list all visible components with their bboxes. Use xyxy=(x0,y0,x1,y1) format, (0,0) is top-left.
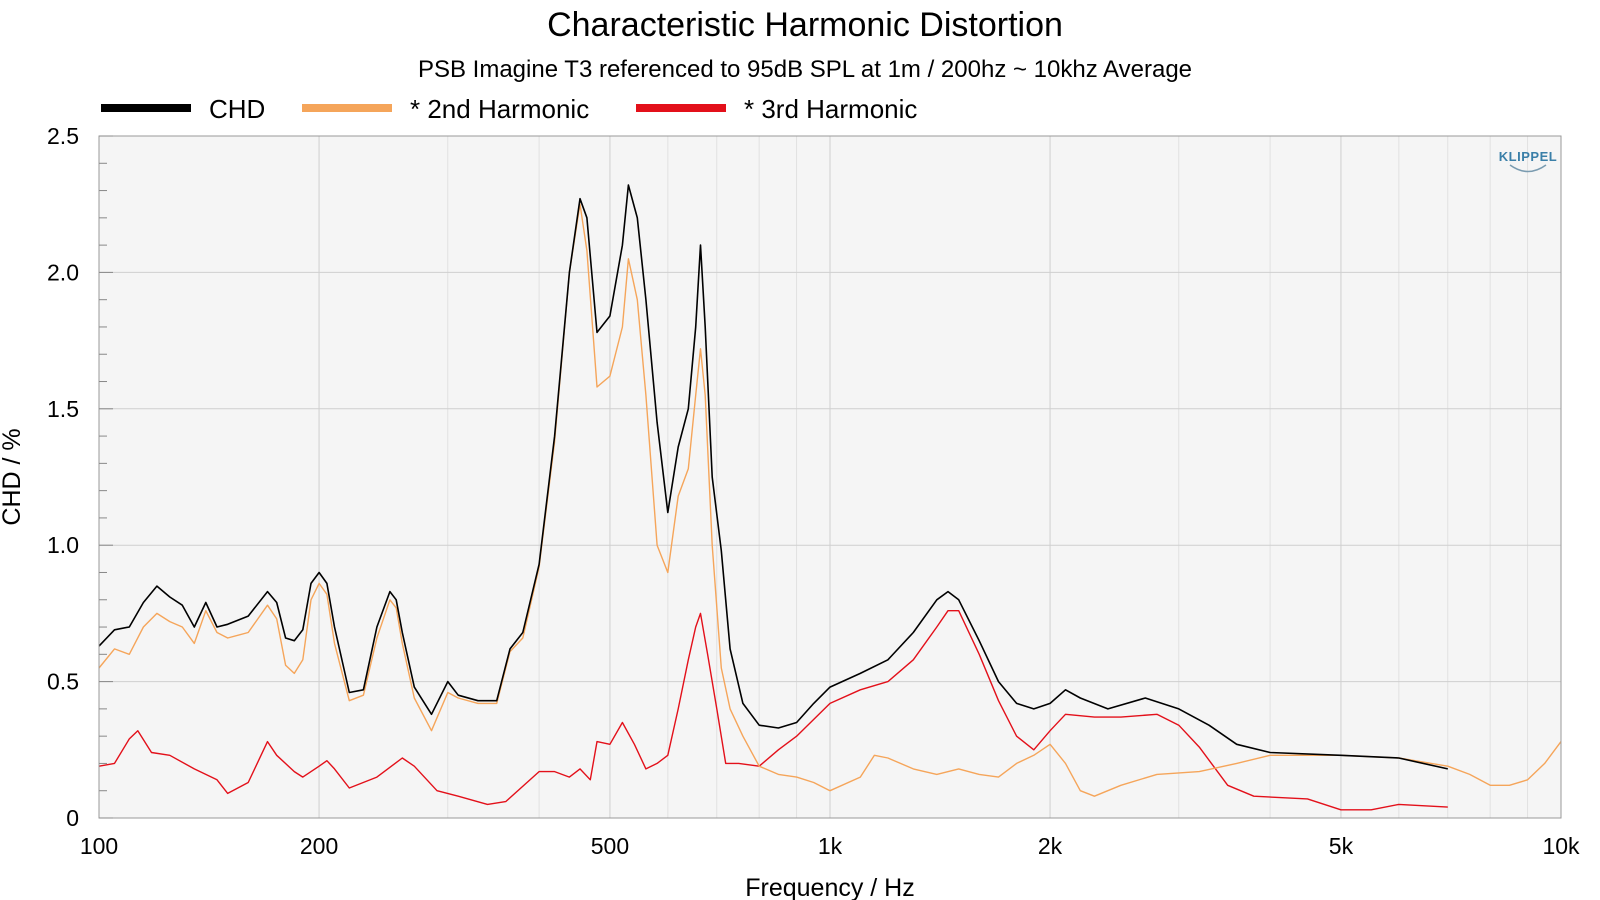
logo-text: KLIPPEL xyxy=(1499,149,1557,164)
x-tick-label: 5k xyxy=(1329,833,1354,859)
y-tick-label: 1.5 xyxy=(47,396,79,422)
series-line-chd xyxy=(98,184,1448,770)
klippel-logo: KLIPPEL xyxy=(1499,149,1557,173)
series-line-3rd-harmonic xyxy=(98,610,1448,811)
legend-entry: * 2nd Harmonic xyxy=(302,94,589,124)
x-tick-label: 10k xyxy=(1542,833,1580,859)
grid-lines xyxy=(99,136,1561,818)
y-tick-label: 2.5 xyxy=(47,123,79,149)
series-line-2nd-harmonic xyxy=(98,203,1562,797)
series-layer xyxy=(98,184,1562,811)
legend-swatch xyxy=(101,104,191,112)
x-tick-label: 200 xyxy=(300,833,338,859)
legend-swatch xyxy=(302,104,392,112)
chart-title: Characteristic Harmonic Distortion xyxy=(547,6,1063,44)
y-axis: 0 0.5 1.0 1.5 2.0 2.5 xyxy=(47,123,113,831)
legend-label: CHD xyxy=(209,94,265,124)
legend-label: * 2nd Harmonic xyxy=(410,94,589,124)
logo-arc-icon xyxy=(1509,164,1547,173)
y-tick-label: 0 xyxy=(66,805,79,831)
x-axis-label: Frequency / Hz xyxy=(745,874,915,900)
legend-label: * 3rd Harmonic xyxy=(744,94,917,124)
legend-swatch xyxy=(636,104,726,112)
x-tick-label: 100 xyxy=(80,833,118,859)
y-tick-label: 1.0 xyxy=(47,532,79,558)
x-tick-label: 1k xyxy=(818,833,843,859)
chart-subtitle: PSB Imagine T3 referenced to 95dB SPL at… xyxy=(418,56,1192,83)
legend-entry: CHD xyxy=(101,94,265,124)
y-tick-label: 0.5 xyxy=(47,669,79,695)
y-axis-label: CHD / % xyxy=(0,428,26,525)
legend-entry: * 3rd Harmonic xyxy=(636,94,917,124)
x-tick-label: 2k xyxy=(1038,833,1063,859)
x-axis: 100 200 500 1k 2k 5k 10k xyxy=(80,833,1580,859)
plot-frame xyxy=(98,135,1562,819)
y-tick-label: 2.0 xyxy=(47,259,79,285)
x-tick-label: 500 xyxy=(591,833,629,859)
legend: CHD * 2nd Harmonic * 3rd Harmonic xyxy=(101,94,917,124)
